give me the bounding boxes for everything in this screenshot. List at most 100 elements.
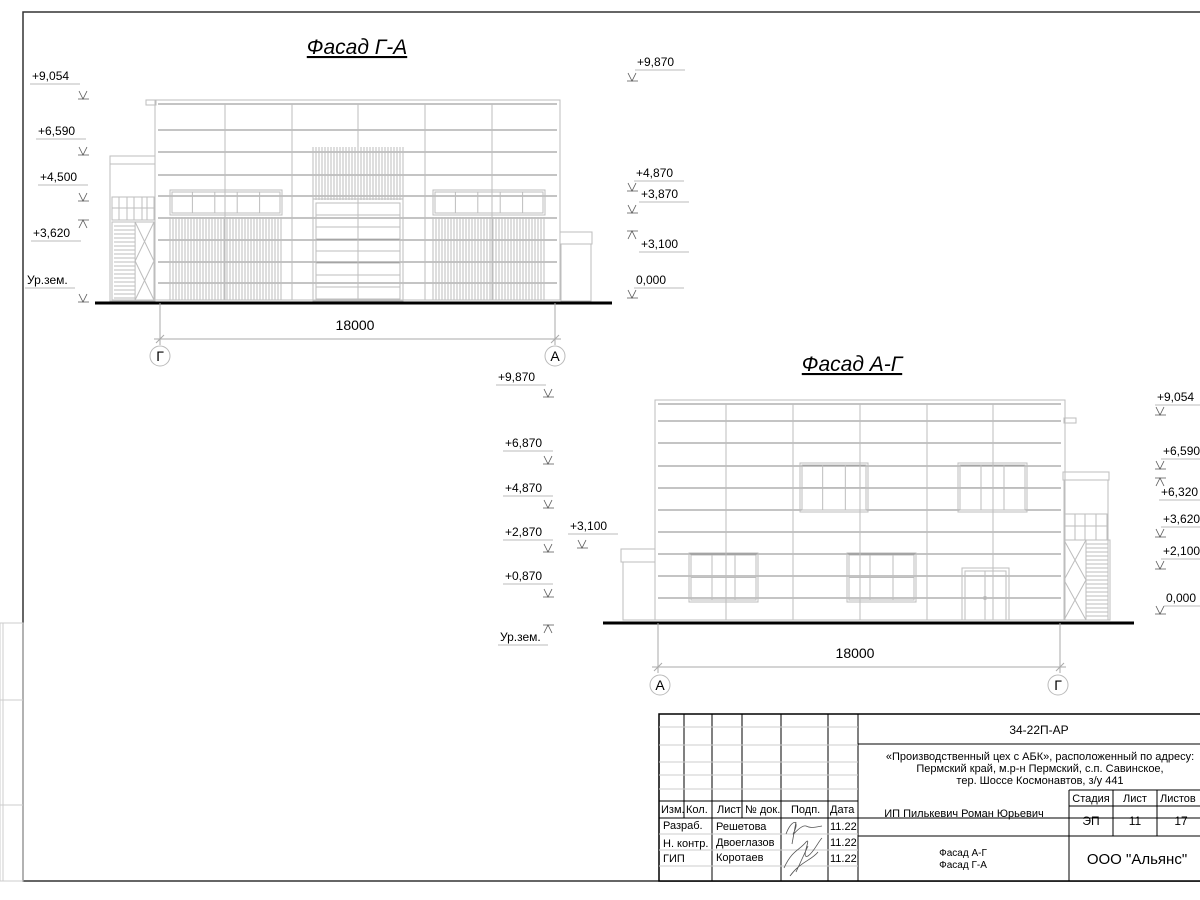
sheets-header: Листов bbox=[1160, 793, 1196, 805]
project-code: 34-22П-АР bbox=[1009, 723, 1068, 737]
axis-marker-left: А bbox=[649, 674, 671, 696]
elevation-value: 0,000 bbox=[636, 273, 666, 287]
window-frame bbox=[957, 462, 1028, 513]
sheet-title-1: Фасад А-Г bbox=[939, 848, 987, 859]
level-arrow-down-icon bbox=[543, 499, 554, 509]
axis-label: Г bbox=[156, 348, 164, 364]
elevation-value: Ур.зем. bbox=[500, 630, 541, 644]
window bbox=[957, 462, 1028, 513]
sheet-title-2: Фасад Г-А bbox=[939, 860, 987, 871]
axis-label: А bbox=[655, 677, 665, 693]
glazing bbox=[1064, 513, 1108, 541]
elevation-value: 0,000 bbox=[1166, 591, 1196, 605]
date-chief-engineer: 11.22 bbox=[830, 853, 857, 865]
annex-right bbox=[560, 243, 592, 302]
role-norm-control: Н. контр. bbox=[663, 838, 708, 850]
window bbox=[688, 552, 759, 603]
elevation-marks: +9,870 +6,870 +4,870 +2,870 +0,870 Ур.зем. +3,… bbox=[496, 370, 1200, 646]
level-arrow-down-icon bbox=[78, 293, 89, 303]
window-sash bbox=[171, 191, 281, 214]
elevation-value: +3,100 bbox=[570, 519, 607, 533]
elevation-mark: +6,870 bbox=[503, 436, 554, 465]
header-date: Дата bbox=[830, 804, 855, 816]
elevation-value: +2,100 bbox=[1163, 544, 1200, 558]
elevation-mark: 0,000 bbox=[627, 273, 684, 299]
elevation-mark: +6,590 bbox=[36, 124, 89, 156]
level-arrow-down-icon bbox=[627, 204, 638, 214]
elevation-value: +2,870 bbox=[505, 525, 542, 539]
stage-value: ЭП bbox=[1082, 814, 1099, 828]
vertical-cladding bbox=[312, 147, 404, 200]
signature-image bbox=[785, 821, 823, 845]
dimension-value: 18000 bbox=[336, 317, 375, 333]
annex-glazing bbox=[111, 196, 155, 221]
window bbox=[169, 189, 283, 216]
elevation-value: +9,870 bbox=[637, 55, 674, 69]
level-arrow-down-icon bbox=[1155, 406, 1166, 416]
elevation-mark: +4,870 bbox=[627, 166, 684, 192]
level-arrow-down-icon bbox=[543, 588, 554, 598]
elevation-value: +3,100 bbox=[641, 237, 678, 251]
company-name: ООО "Альянс" bbox=[1087, 851, 1187, 868]
annex-right-roof bbox=[559, 231, 593, 245]
level-arrow-down-icon bbox=[577, 539, 588, 549]
building-elevation bbox=[109, 99, 593, 302]
project-name-line-3: тер. Шоссе Космонавтов, з/у 441 bbox=[956, 775, 1123, 787]
elevation-mark: +9,054 bbox=[1155, 390, 1200, 416]
drain-outlet bbox=[1063, 417, 1077, 424]
gate-frame bbox=[312, 198, 404, 302]
level-arrow-down-icon bbox=[1155, 460, 1166, 470]
header-doc: № док. bbox=[745, 804, 780, 816]
brace bbox=[1063, 579, 1087, 621]
signature-image bbox=[783, 837, 823, 877]
elevation-value: Ур.зем. bbox=[27, 273, 68, 287]
level-arrow-up-icon bbox=[1155, 477, 1166, 487]
header-kol: Кол. bbox=[686, 804, 708, 816]
elevation-value: +9,870 bbox=[498, 370, 535, 384]
level-arrow-up-icon bbox=[78, 219, 89, 229]
elevation-mark: +3,870 bbox=[627, 187, 689, 214]
elevation-mark: +2,870 bbox=[503, 525, 554, 553]
elevation-marks: +9,054 +6,590 +4,500 +3,620 Ур.зем. +9,870 +4,… bbox=[25, 55, 689, 303]
header-izm: Изм. bbox=[661, 804, 685, 816]
industrial-gate bbox=[312, 198, 404, 302]
window-sash bbox=[434, 191, 544, 214]
level-arrow-down-icon bbox=[543, 455, 554, 465]
elevation-value: +4,870 bbox=[505, 481, 542, 495]
brace bbox=[134, 221, 155, 262]
side-stamp-table bbox=[0, 622, 24, 882]
level-arrow-down-icon bbox=[543, 388, 554, 398]
axis-marker-right: Г bbox=[1047, 674, 1069, 696]
elevation-value: +6,320 bbox=[1161, 485, 1198, 499]
level-arrow-down-icon bbox=[627, 182, 638, 192]
elevation-mark: +0,870 bbox=[503, 569, 554, 598]
annex-left-roof bbox=[620, 548, 656, 563]
elevation-value: +6,590 bbox=[38, 124, 75, 138]
elevation-value: +9,054 bbox=[1157, 390, 1194, 404]
elevation-mark: +4,500 bbox=[38, 170, 89, 202]
name-norm-control: Двоеглазов bbox=[716, 837, 775, 849]
elevation-value: +6,590 bbox=[1163, 444, 1200, 458]
elevation-mark: +4,870 bbox=[503, 481, 554, 509]
elevation-mark: Ур.зем. bbox=[25, 273, 89, 303]
name-developer: Решетова bbox=[716, 821, 767, 833]
sheet-frame bbox=[22, 11, 1200, 882]
level-arrow-up-icon bbox=[543, 624, 554, 634]
elevation-mark: Ур.зем. bbox=[498, 624, 554, 646]
window-frame bbox=[169, 189, 283, 216]
level-arrow-down-icon bbox=[543, 543, 554, 553]
external-staircase bbox=[1063, 539, 1111, 621]
sheet-header: Лист bbox=[1123, 793, 1147, 805]
level-arrow-down-icon bbox=[1155, 528, 1166, 538]
axis-marker-right: А bbox=[544, 345, 566, 367]
elevation-mark: +3,100 bbox=[627, 230, 689, 253]
elevation-mark: +6,590 bbox=[1155, 444, 1200, 470]
elevation-mark: +3,100 bbox=[568, 519, 618, 549]
annex-left bbox=[622, 561, 656, 621]
elevation-value: +6,870 bbox=[505, 436, 542, 450]
name-chief-engineer: Коротаев bbox=[716, 852, 764, 864]
elevation-value: +4,500 bbox=[40, 170, 77, 184]
header-signature: Подп. bbox=[791, 804, 820, 816]
title-block: Изм. Кол. Лист № док. Подп. Дата Разраб.… bbox=[658, 713, 1200, 882]
